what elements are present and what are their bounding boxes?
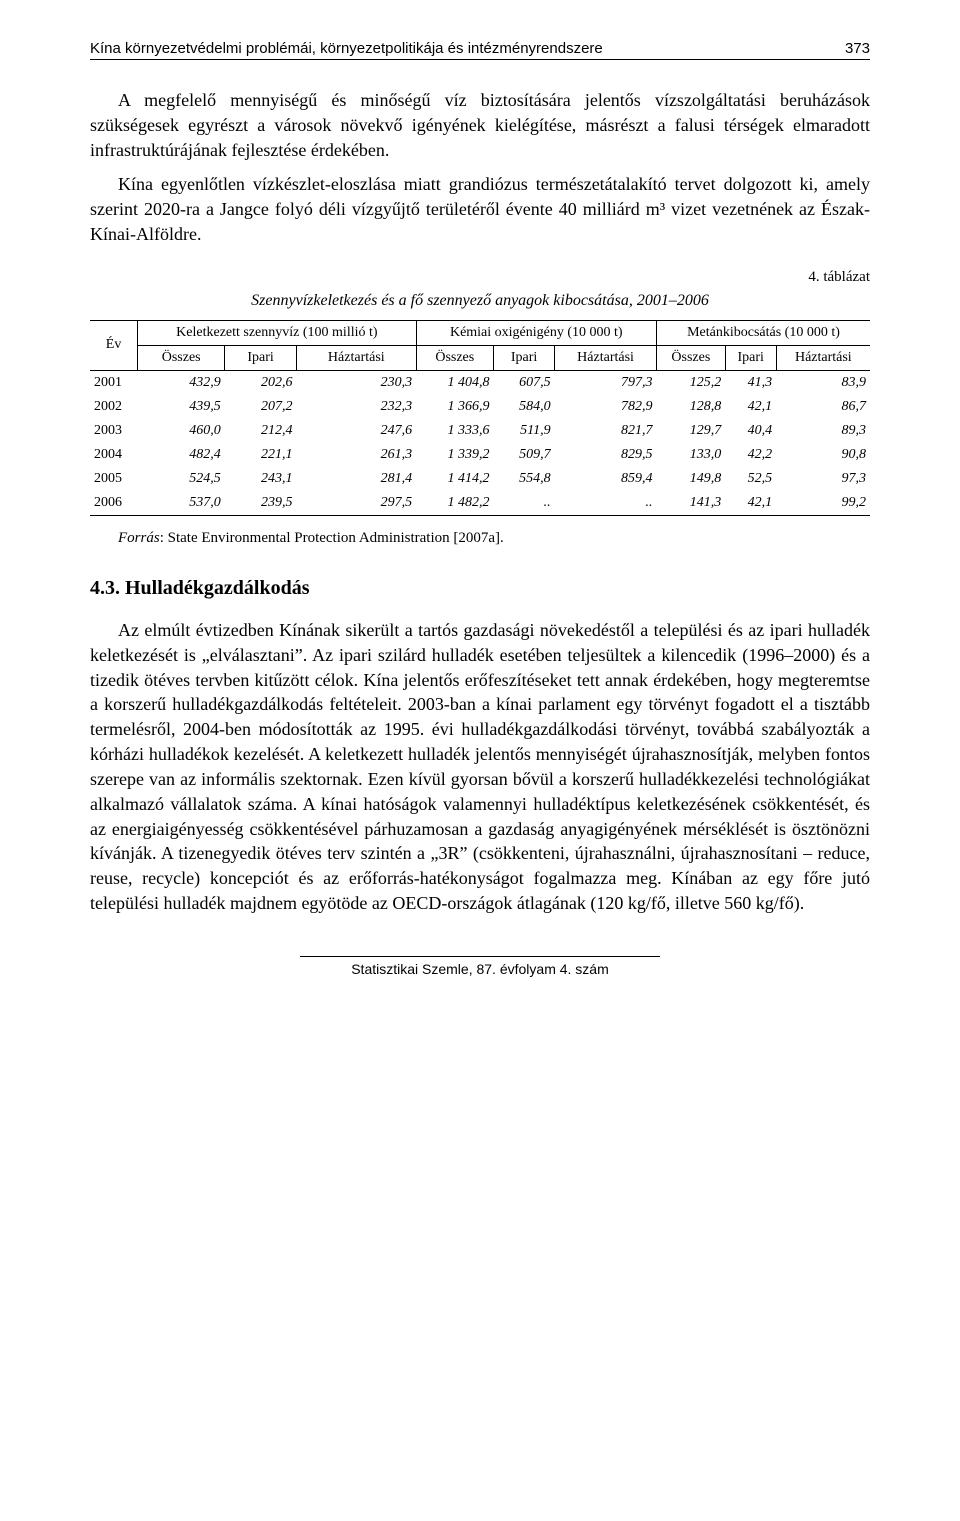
section-body: Az elmúlt évtizedben Kínának sikerült a … [90,618,870,916]
cell: 1 404,8 [416,370,493,395]
cell: 221,1 [225,443,297,467]
table-row: 2004 482,4 221,1 261,3 1 339,2 509,7 829… [90,443,870,467]
table-caption: Szennyvízkeletkezés és a fő szennyező an… [90,292,870,310]
cell: 829,5 [555,443,657,467]
cell: 1 366,9 [416,395,493,419]
cell: 797,3 [555,370,657,395]
subhead-osszes-3: Összes [656,345,725,370]
table-group-2: Kémiai oxigénigény (10 000 t) [416,320,656,345]
cell: 149,8 [656,467,725,491]
cell: 42,2 [725,443,776,467]
subhead-ipari-1: Ipari [225,345,297,370]
cell: 524,5 [138,467,225,491]
table-rowheader: Év [90,320,138,370]
cell: 243,1 [225,467,297,491]
subhead-osszes-1: Összes [138,345,225,370]
paragraph-2: Kína egyenlőtlen vízkészlet-eloszlása mi… [90,172,870,246]
cell: 432,9 [138,370,225,395]
cell-year: 2005 [90,467,138,491]
cell: 99,2 [776,491,870,516]
table-group-1: Keletkezett szennyvíz (100 millió t) [138,320,416,345]
cell: 782,9 [555,395,657,419]
cell: 297,5 [297,491,417,516]
cell: 439,5 [138,395,225,419]
cell: 128,8 [656,395,725,419]
cell: .. [493,491,554,516]
cell: 232,3 [297,395,417,419]
cell: 212,4 [225,419,297,443]
cell: 129,7 [656,419,725,443]
cell: 607,5 [493,370,554,395]
page-footer: Statisztikai Szemle, 87. évfolyam 4. szá… [300,956,660,977]
table-row: 2005 524,5 243,1 281,4 1 414,2 554,8 859… [90,467,870,491]
cell: 133,0 [656,443,725,467]
cell: 1 414,2 [416,467,493,491]
page-container: Kína környezetvédelmi problémái, környez… [0,0,960,1007]
cell: 1 482,2 [416,491,493,516]
table-body: 2001 432,9 202,6 230,3 1 404,8 607,5 797… [90,370,870,515]
subhead-haztartasi-3: Háztartási [776,345,870,370]
cell: 239,5 [225,491,297,516]
source-label: Forrás [118,530,160,546]
table-row: 2006 537,0 239,5 297,5 1 482,2 .. .. 141… [90,491,870,516]
cell: 261,3 [297,443,417,467]
cell: 1 339,2 [416,443,493,467]
running-header: Kína környezetvédelmi problémái, környez… [90,40,870,60]
cell: .. [555,491,657,516]
table-source: Forrás: State Environmental Protection A… [90,530,870,547]
cell: 482,4 [138,443,225,467]
subhead-ipari-2: Ipari [493,345,554,370]
source-text: : State Environmental Protection Adminis… [160,530,504,546]
cell: 247,6 [297,419,417,443]
cell: 52,5 [725,467,776,491]
cell: 86,7 [776,395,870,419]
data-table: Év Keletkezett szennyvíz (100 millió t) … [90,320,870,516]
cell: 41,3 [725,370,776,395]
subhead-ipari-3: Ipari [725,345,776,370]
table-row: 2003 460,0 212,4 247,6 1 333,6 511,9 821… [90,419,870,443]
cell: 230,3 [297,370,417,395]
cell-year: 2006 [90,491,138,516]
cell: 554,8 [493,467,554,491]
cell: 90,8 [776,443,870,467]
cell: 460,0 [138,419,225,443]
subhead-haztartasi-2: Háztartási [555,345,657,370]
cell: 1 333,6 [416,419,493,443]
cell: 202,6 [225,370,297,395]
section-heading: 4.3. Hulladékgazdálkodás [90,577,870,600]
cell: 821,7 [555,419,657,443]
cell-year: 2003 [90,419,138,443]
cell: 537,0 [138,491,225,516]
cell: 509,7 [493,443,554,467]
cell-year: 2004 [90,443,138,467]
cell-year: 2001 [90,370,138,395]
cell: 141,3 [656,491,725,516]
cell: 207,2 [225,395,297,419]
cell: 83,9 [776,370,870,395]
running-title: Kína környezetvédelmi problémái, környez… [90,40,603,57]
cell: 42,1 [725,491,776,516]
cell: 584,0 [493,395,554,419]
table-group-3: Metánkibocsátás (10 000 t) [656,320,870,345]
table-row: 2001 432,9 202,6 230,3 1 404,8 607,5 797… [90,370,870,395]
cell: 281,4 [297,467,417,491]
cell-year: 2002 [90,395,138,419]
cell: 89,3 [776,419,870,443]
cell: 42,1 [725,395,776,419]
cell: 859,4 [555,467,657,491]
table-row: 2002 439,5 207,2 232,3 1 366,9 584,0 782… [90,395,870,419]
cell: 511,9 [493,419,554,443]
cell: 97,3 [776,467,870,491]
cell: 40,4 [725,419,776,443]
subhead-osszes-2: Összes [416,345,493,370]
table-label: 4. táblázat [90,269,870,286]
page-number: 373 [845,40,870,57]
cell: 125,2 [656,370,725,395]
paragraph-1: A megfelelő mennyiségű és minőségű víz b… [90,88,870,162]
subhead-haztartasi-1: Háztartási [297,345,417,370]
